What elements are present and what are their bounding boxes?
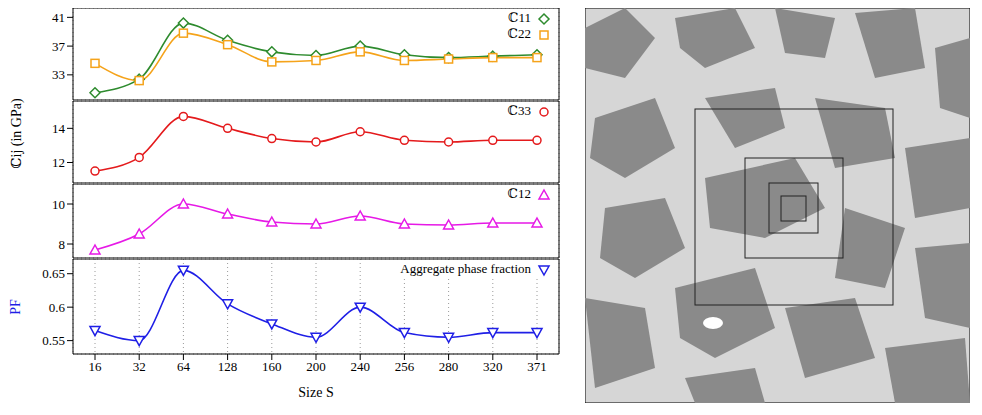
svg-text:0.55: 0.55 <box>42 333 65 348</box>
svg-text:33: 33 <box>52 67 65 82</box>
html-text:ℂ11: ℂ11 <box>508 10 531 25</box>
svg-text:14: 14 <box>52 121 66 136</box>
html-text:Aggregate phase fraction: Aggregate phase fraction <box>400 261 531 276</box>
svg-text:37: 37 <box>52 39 66 54</box>
svg-text:200: 200 <box>306 359 326 374</box>
html-text:ℂ22: ℂ22 <box>507 26 531 41</box>
svg-text:16: 16 <box>89 359 103 374</box>
html-text:PF: PF <box>8 298 23 315</box>
html-text:ℂij (in GPa): ℂij (in GPa) <box>8 97 24 169</box>
html-text:ℂ12: ℂ12 <box>507 186 531 201</box>
svg-text:240: 240 <box>350 359 370 374</box>
svg-text:256: 256 <box>395 359 415 374</box>
svg-text:41: 41 <box>52 10 65 25</box>
svg-text:280: 280 <box>439 359 459 374</box>
svg-text:128: 128 <box>218 359 238 374</box>
svg-text:64: 64 <box>177 359 191 374</box>
svg-text:0.6: 0.6 <box>49 300 66 315</box>
svg-text:Size S: Size S <box>298 385 333 399</box>
svg-text:0.65: 0.65 <box>42 266 65 281</box>
svg-text:371: 371 <box>527 359 547 374</box>
svg-text:32: 32 <box>133 359 146 374</box>
svg-text:10: 10 <box>52 197 65 212</box>
svg-text:320: 320 <box>483 359 503 374</box>
svg-text:12: 12 <box>52 155 65 170</box>
svg-text:160: 160 <box>262 359 282 374</box>
svg-text:8: 8 <box>59 237 66 252</box>
html-text:ℂ33: ℂ33 <box>507 103 531 118</box>
